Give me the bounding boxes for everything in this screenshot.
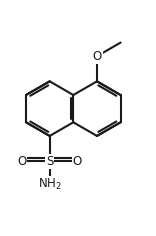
Text: NH$_2$: NH$_2$: [38, 177, 62, 192]
Text: O: O: [92, 50, 102, 63]
Text: S: S: [46, 155, 53, 168]
Text: O: O: [17, 155, 27, 168]
Text: O: O: [73, 155, 82, 168]
